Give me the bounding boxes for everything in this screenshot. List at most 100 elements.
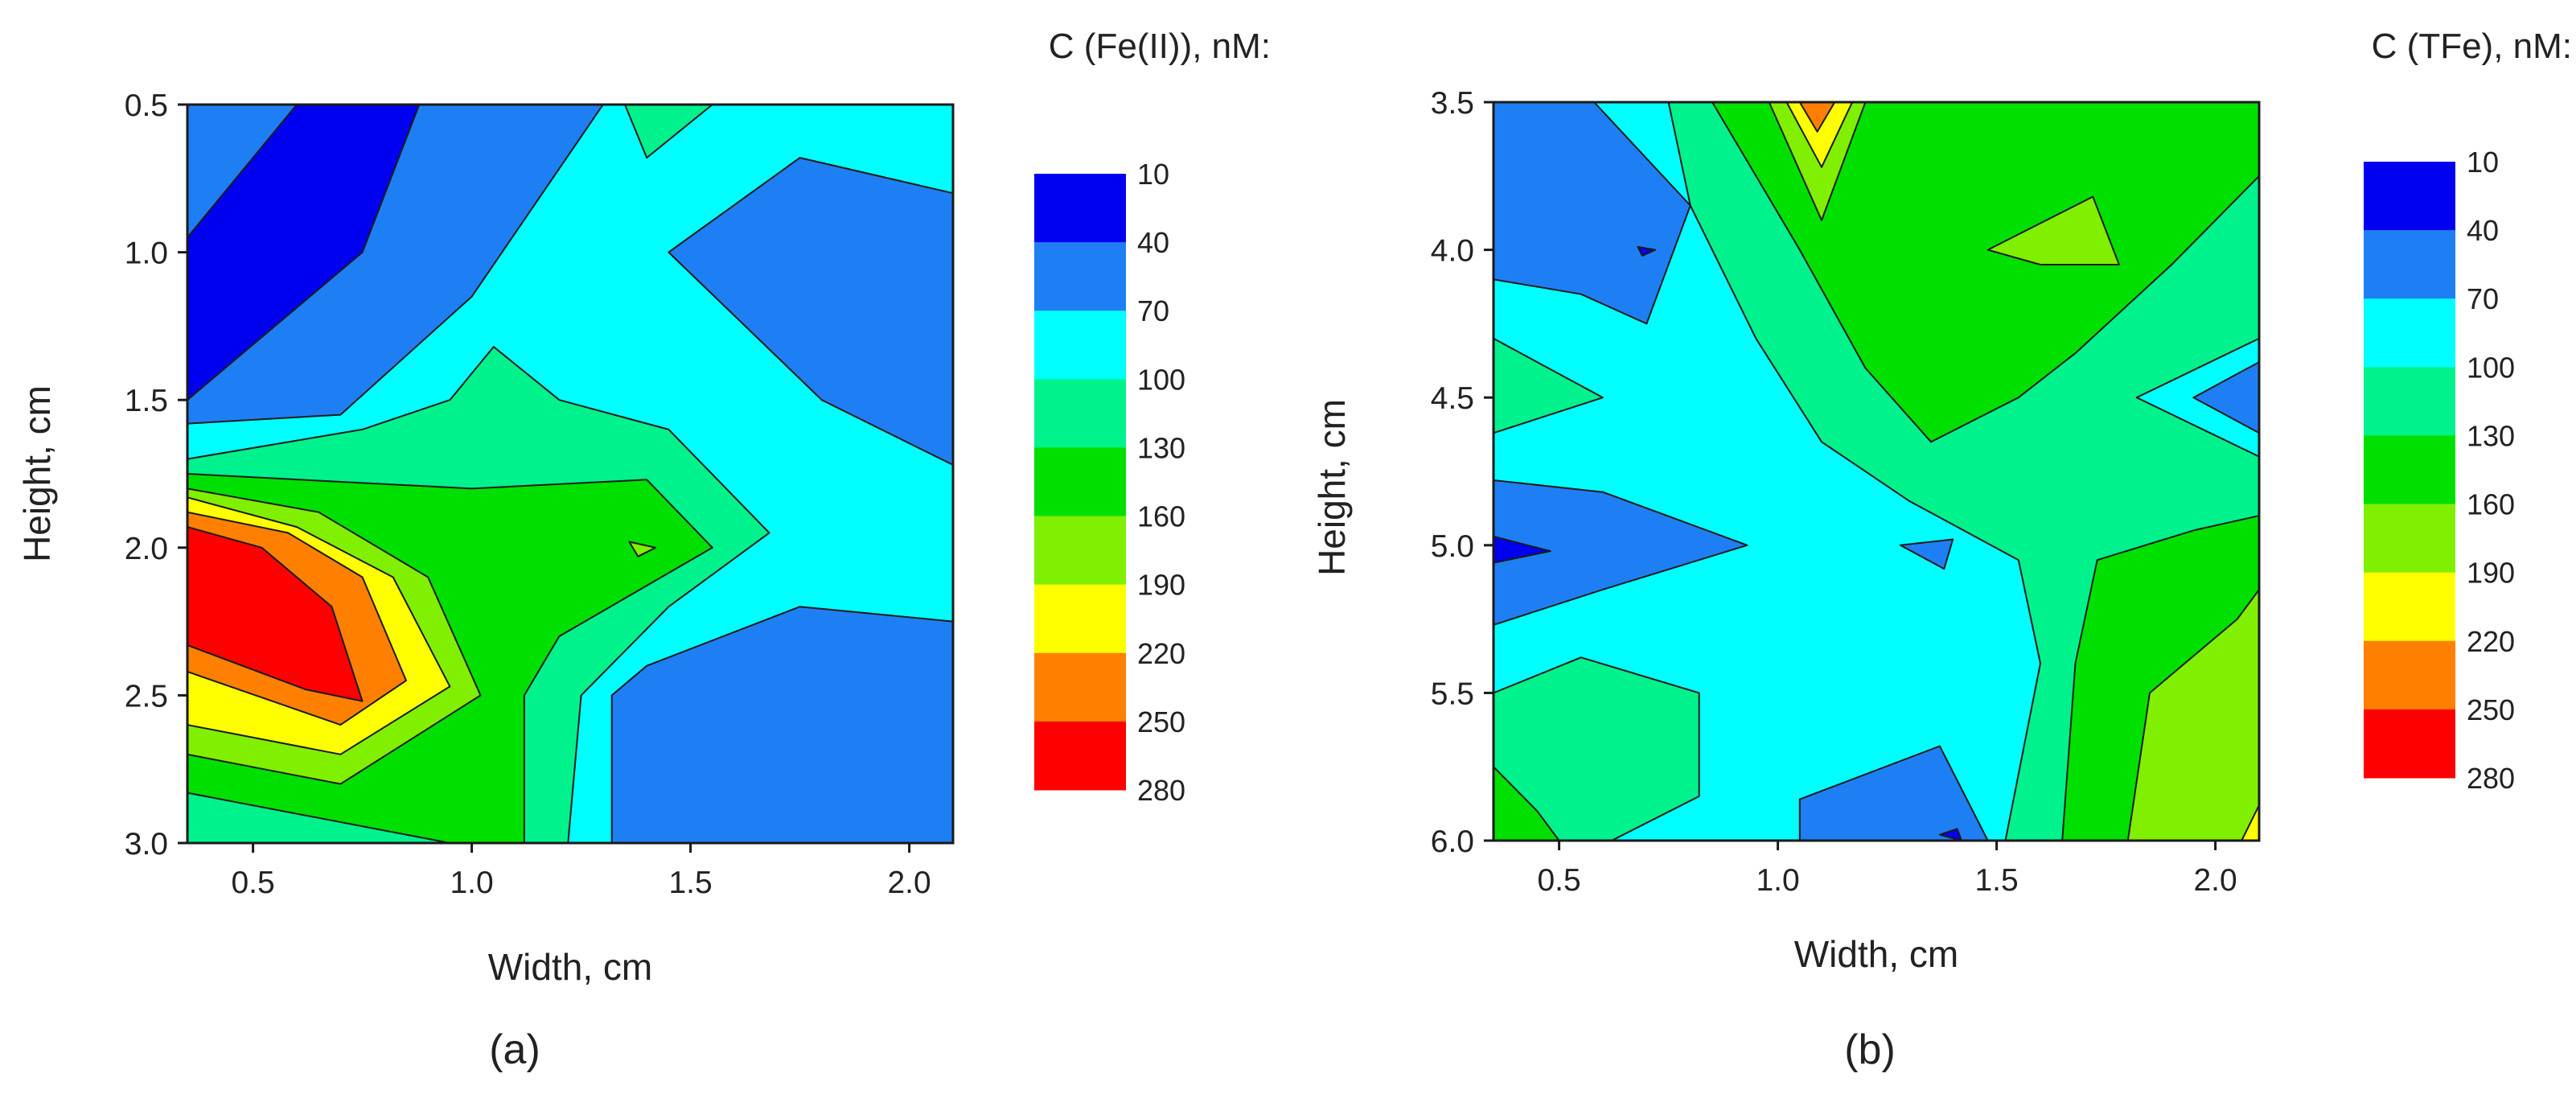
colorbar-level-label: 190 (1137, 569, 1185, 602)
contour-region-left-100-130 (1493, 337, 1604, 434)
colorbar-level-label: 10 (1137, 158, 1169, 191)
x-tick-label: 0.5 (231, 866, 274, 900)
colorbar-level-label: 130 (2467, 419, 2515, 452)
colorbar-level-label: 280 (2467, 762, 2515, 795)
colorbar-swatch (1034, 584, 1126, 654)
colorbar-level-label: 250 (1137, 705, 1185, 738)
y-axis-label-b: Height, cm (1311, 399, 1353, 576)
colorbar-swatch (2364, 162, 2455, 231)
x-axis-label-a: Width, cm (488, 946, 652, 988)
x-tick-label: 0.5 (1537, 863, 1580, 898)
colorbar-swatch (2364, 709, 2455, 779)
contour-region-bottom-40-70 (1798, 745, 1989, 841)
y-tick-label: 1.5 (125, 384, 168, 418)
colorbar-swatch (1034, 311, 1126, 380)
contour-region-bottom-left-100-130 (1493, 656, 1700, 841)
colorbar-title-b: C (TFe), nM: (2372, 27, 2572, 66)
x-tick-label: 1.5 (1974, 863, 2018, 898)
contour-region-top-notch-190-220 (1785, 102, 1854, 168)
y-tick-label: 2.0 (125, 532, 168, 566)
colorbar-level-label: 130 (1137, 431, 1185, 464)
colorbar-swatch (1034, 652, 1126, 722)
colorbar-swatch (1034, 721, 1126, 791)
colorbar-level-label: 40 (2467, 214, 2499, 247)
colorbar-b: 10 40 70 100 130 160 190 220 250 280 (2364, 146, 2515, 795)
y-axis-b: 3.5 4.0 4.5 5.0 5.5 6.0 (1431, 86, 1493, 859)
colorbar-level-label: 250 (2467, 693, 2515, 726)
colorbar-level-label: 70 (2467, 282, 2499, 315)
y-tick-label: 5.5 (1431, 677, 1474, 711)
colorbar-level-label: 40 (1137, 226, 1169, 259)
colorbar-swatch (1034, 242, 1126, 311)
contour-region-top-right-130-160 (1711, 102, 2259, 443)
colorbar-level-label: 100 (2467, 351, 2515, 384)
y-tick-label: 6.0 (1431, 825, 1474, 859)
y-axis-a: 0.5 1.0 1.5 2.0 2.5 3.0 (125, 88, 187, 862)
chart-panel-a: 0.5 1.0 1.5 2.0 0.5 1.0 1.5 2.0 2.5 3.0 Width, c… (16, 27, 1271, 1073)
contour-region-islet-10-40 (1637, 245, 1657, 257)
colorbar-swatch (2364, 367, 2455, 436)
contour-region-bottom-10-40 (1938, 828, 1963, 841)
colorbar-swatch (1034, 379, 1126, 448)
colorbar-swatch (2364, 298, 2455, 368)
x-tick-label: 2.0 (2193, 863, 2237, 898)
y-tick-label: 3.0 (125, 827, 168, 862)
colorbar-swatch (1034, 174, 1126, 243)
colorbar-a: 10 40 70 100 130 160 190 220 250 280 (1034, 158, 1185, 807)
colorbar-level-label: 280 (1137, 774, 1185, 807)
contour-region-bottom-left-130-160 (1493, 766, 1560, 841)
contour-region-top-notch-220-250 (1798, 102, 1836, 133)
panel-label-b: (b) (1844, 1026, 1896, 1073)
chart-panel-b: 0.5 1.0 1.5 2.0 3.5 4.0 4.5 5.0 5.5 6.0 Width, c… (1311, 27, 2572, 1073)
contour-region-left-10-40 (1493, 535, 1551, 564)
x-axis-b: 0.5 1.0 1.5 2.0 (1537, 841, 2237, 898)
contour-region-bottom-right-160-190 (2126, 588, 2259, 841)
colorbar-level-label: 220 (2467, 625, 2515, 658)
contour-region-islet-160-190 (1986, 195, 2120, 265)
contour-region-top-notch-160-190 (1768, 102, 1867, 221)
contour-region-left-250-280 (187, 526, 364, 702)
colorbar-swatch (2364, 504, 2455, 574)
y-tick-label: 4.5 (1431, 381, 1474, 416)
colorbar-swatch (2364, 572, 2455, 642)
colorbar-level-label: 100 (1137, 363, 1185, 396)
y-axis-label-a: Height, cm (16, 385, 58, 562)
y-tick-label: 2.5 (125, 679, 168, 714)
x-tick-label: 1.0 (1756, 863, 1799, 898)
contour-region-bottom-edge-100-130 (187, 792, 451, 843)
colorbar-title-a: C (Fe(II)), nM: (1049, 27, 1271, 66)
x-axis-label-b: Width, cm (1794, 933, 1958, 975)
contour-fill-a (187, 105, 953, 843)
contour-region-top-notch-100-130 (624, 105, 713, 159)
contour-region-bottom-right-190-220 (2241, 804, 2259, 841)
colorbar-level-label: 220 (1137, 637, 1185, 670)
y-tick-label: 0.5 (125, 88, 168, 123)
y-tick-label: 5.0 (1431, 529, 1474, 564)
colorbar-swatch (1034, 516, 1126, 586)
contour-region-top-left-40-70 (1493, 102, 1691, 325)
contour-region-islet-160-190 (628, 541, 657, 557)
colorbar-level-label: 160 (1137, 500, 1185, 533)
colorbar-level-label: 160 (2467, 488, 2515, 521)
y-tick-label: 1.0 (125, 236, 168, 271)
colorbar-swatch (2364, 435, 2455, 505)
colorbar-swatch (2364, 230, 2455, 299)
contour-region-left-40-70 (1493, 479, 1748, 626)
colorbar-swatch (1034, 447, 1126, 517)
contour-region-right-notch-40-70 (2192, 361, 2259, 434)
colorbar-swatch (2364, 640, 2455, 710)
colorbar-level-label: 190 (2467, 557, 2515, 590)
x-tick-label: 2.0 (887, 866, 931, 900)
plot-frame-b (1492, 101, 2261, 842)
contour-region-islet-40-70 (1899, 538, 1954, 570)
panel-label-a: (a) (489, 1026, 540, 1073)
contour-fill-b (1493, 102, 2259, 841)
y-tick-label: 4.0 (1431, 234, 1474, 269)
contour-region-bottom-right-40-70 (610, 606, 953, 843)
x-tick-label: 1.5 (668, 866, 712, 900)
x-tick-label: 1.0 (450, 866, 493, 900)
contour-region-top-right-40-70 (668, 157, 953, 466)
y-tick-label: 3.5 (1431, 86, 1474, 121)
x-axis-a: 0.5 1.0 1.5 2.0 (231, 843, 931, 900)
